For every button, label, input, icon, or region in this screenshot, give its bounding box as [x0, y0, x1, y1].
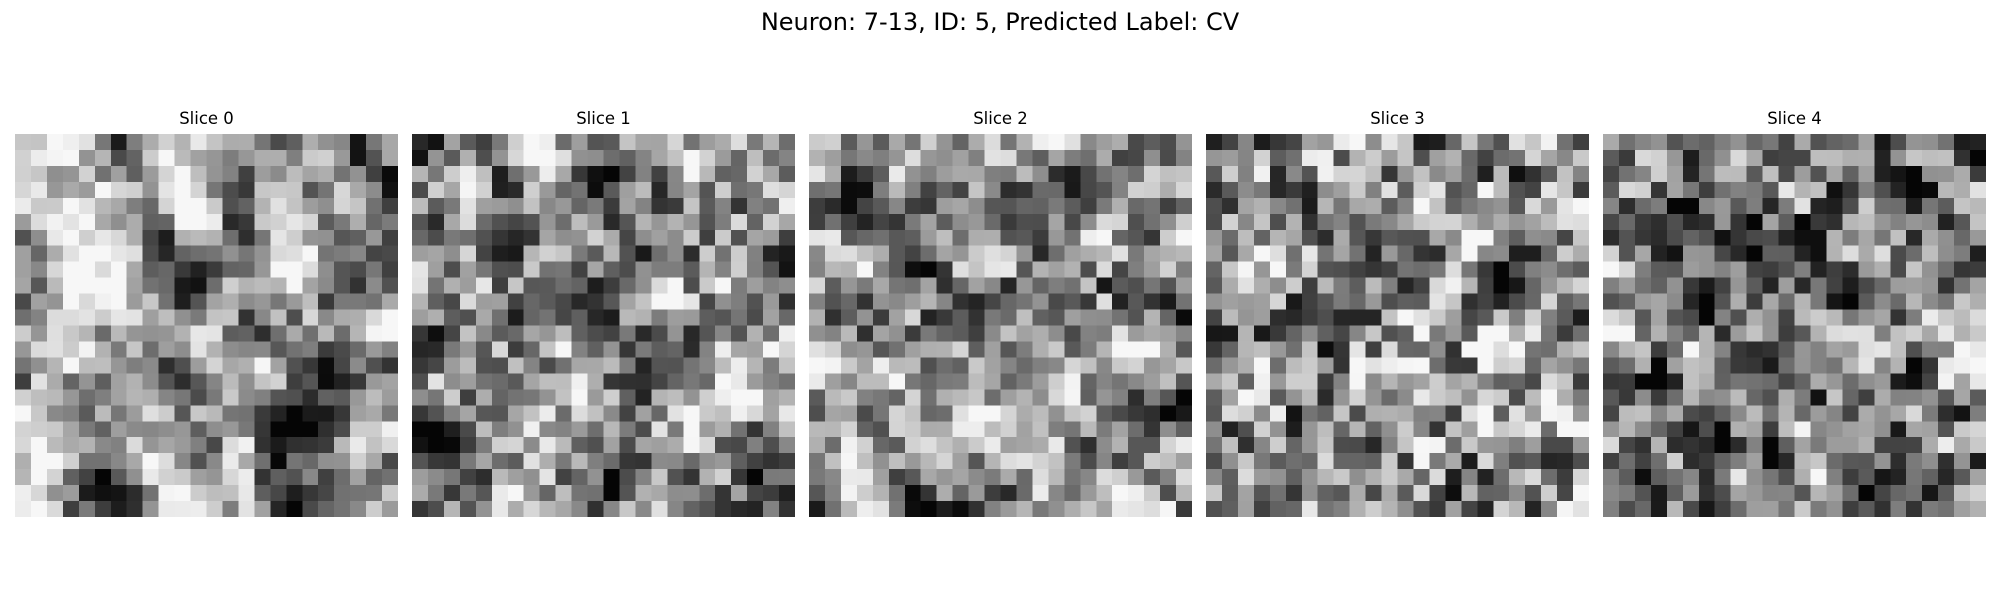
slice-image-0 — [15, 134, 398, 517]
slice-title-3: Slice 3 — [1370, 109, 1425, 128]
slice-title-2: Slice 2 — [973, 109, 1028, 128]
slice-title-0: Slice 0 — [179, 109, 234, 128]
slice-image-3 — [1206, 134, 1589, 517]
slice-title-1: Slice 1 — [576, 109, 631, 128]
slice-image-1 — [412, 134, 795, 517]
slice-panel-2: Slice 2 — [809, 108, 1192, 517]
slice-panel-0: Slice 0 — [15, 108, 398, 517]
slice-image-4 — [1603, 134, 1986, 517]
slice-panel-3: Slice 3 — [1206, 108, 1589, 517]
slice-title-4: Slice 4 — [1767, 109, 1822, 128]
slice-image-2 — [809, 134, 1192, 517]
slice-panel-1: Slice 1 — [412, 108, 795, 517]
figure-title: Neuron: 7-13, ID: 5, Predicted Label: CV — [760, 8, 1240, 36]
slice-panel-4: Slice 4 — [1603, 108, 1986, 517]
